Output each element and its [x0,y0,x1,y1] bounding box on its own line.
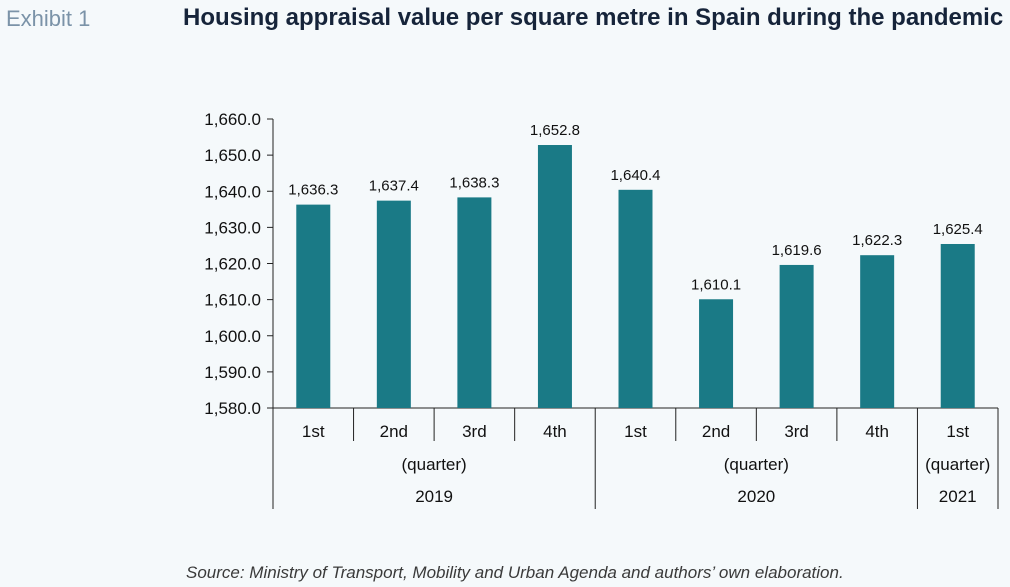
data-label: 1,636.3 [288,182,338,199]
exhibit-label: Exhibit 1 [6,6,91,31]
data-label: 1,622.3 [852,232,902,249]
bar [779,264,814,408]
bar [376,200,411,408]
x-tick-label: 1st [624,422,647,441]
y-tick-label: 1,620.0 [204,255,261,274]
data-label: 1,652.8 [530,122,580,139]
data-label: 1,625.4 [933,221,983,238]
data-label: 1,610.1 [691,276,741,293]
x-tick-label: 1st [302,422,325,441]
y-tick-label: 1,600.0 [204,327,261,346]
bar-chart: 1,580.0 1,590.0 1,600.0 1,610.0 1,620.0 1,630… [204,110,999,509]
x-tick-label: 3rd [462,422,487,441]
y-tick-label: 1,580.0 [204,399,261,418]
group-sublabel: (quarter) [402,455,467,474]
group-sublabel: (quarter) [925,455,990,474]
bar [457,197,492,408]
group-sublabel: (quarter) [724,455,789,474]
year-label: 2020 [737,487,775,506]
year-label: 2019 [415,487,453,506]
y-tick-label: 1,650.0 [204,146,261,165]
y-tick-label: 1,640.0 [204,182,261,201]
bar [860,255,895,408]
y-tick-label: 1,630.0 [204,218,261,237]
bar [618,189,653,408]
data-label: 1,637.4 [369,178,419,195]
data-label: 1,638.3 [449,174,499,191]
y-tick-label: 1,610.0 [204,291,261,310]
x-tick-label: 3rd [784,422,809,441]
x-tick-label: 4th [865,422,889,441]
x-tick-label: 1st [946,422,969,441]
chart-title: Housing appraisal value per square metre… [183,4,1004,31]
data-label: 1,640.4 [610,167,660,184]
data-label: 1,619.6 [772,242,822,259]
y-tick-label: 1,590.0 [204,363,261,382]
source-note: Source: Ministry of Transport, Mobility … [186,563,844,582]
y-tick-label: 1,660.0 [204,110,261,129]
bar [296,204,331,408]
bar [537,145,572,408]
x-tick-label: 2nd [702,422,730,441]
bar [699,299,734,408]
x-tick-label: 2nd [380,422,408,441]
year-label: 2021 [939,487,977,506]
x-tick-label: 4th [543,422,567,441]
bar [940,243,975,408]
